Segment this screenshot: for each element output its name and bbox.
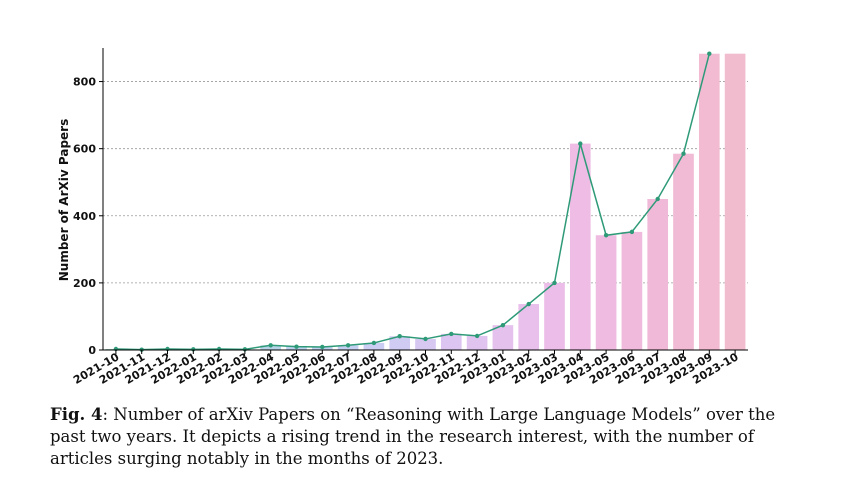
figure-caption: Fig. 4: Number of arXiv Papers on “Reaso… (50, 404, 810, 470)
bar-2022-12 (466, 335, 488, 350)
bar-2023-03 (544, 282, 565, 350)
bar-2022-04 (260, 345, 282, 350)
y-tick-label: 0 (88, 344, 96, 357)
point-2023-05 (603, 233, 609, 238)
point-2022-09 (397, 334, 402, 339)
y-tick-label: 200 (73, 277, 96, 290)
bar-2023-07 (647, 199, 669, 350)
point-2023-03 (552, 280, 557, 286)
y-axis-label: Number of ArXiv Papers (57, 119, 71, 282)
point-2022-10 (423, 336, 428, 342)
bar-2022-07 (337, 345, 359, 350)
point-2022-06 (320, 344, 325, 350)
point-2022-05 (294, 344, 299, 349)
caption-text: : Number of arXiv Papers on “Reasoning w… (50, 405, 776, 468)
bar-2022-10 (415, 338, 436, 350)
y-tick-labels: 0 200 400 600 800 (73, 76, 103, 357)
bar-2022-11 (440, 333, 462, 350)
point-2023-07 (655, 196, 660, 202)
bar-2023-04 (569, 143, 591, 350)
point-2022-11 (449, 331, 454, 337)
point-2022-04 (268, 343, 273, 348)
point-2023-01 (500, 322, 506, 328)
bar-2023-06 (621, 231, 643, 350)
point-2023-02 (526, 301, 531, 307)
point-2022-12 (474, 333, 480, 339)
point-2023-08 (681, 151, 686, 156)
y-tick-label: 600 (73, 143, 96, 156)
bar-2023-02 (518, 304, 540, 350)
bar-2022-08 (363, 342, 385, 350)
bar-2023-01 (492, 325, 514, 350)
y-tick-label: 400 (73, 210, 96, 223)
bar-2023-09 (698, 53, 720, 351)
trend-polyline (115, 53, 711, 351)
bar-2023-05 (595, 235, 617, 350)
bar-2023-08 (673, 153, 694, 350)
point-2022-07 (345, 343, 351, 348)
x-tick-labels: 2021-102021-112021-122022-012022-022022-… (71, 350, 741, 387)
figure-label: Fig. 4 (50, 405, 103, 424)
y-tick-label: 800 (73, 76, 96, 89)
bar-2023-10 (724, 53, 746, 351)
point-2023-06 (629, 229, 635, 235)
point-2022-08 (371, 340, 377, 346)
point-2023-04 (578, 141, 583, 146)
bars (105, 53, 746, 351)
point-2023-09 (707, 51, 712, 56)
bar-chart: 0 200 400 600 800 2021-102021-112021-122022-… (57, 48, 748, 387)
bar-2022-09 (389, 336, 411, 350)
